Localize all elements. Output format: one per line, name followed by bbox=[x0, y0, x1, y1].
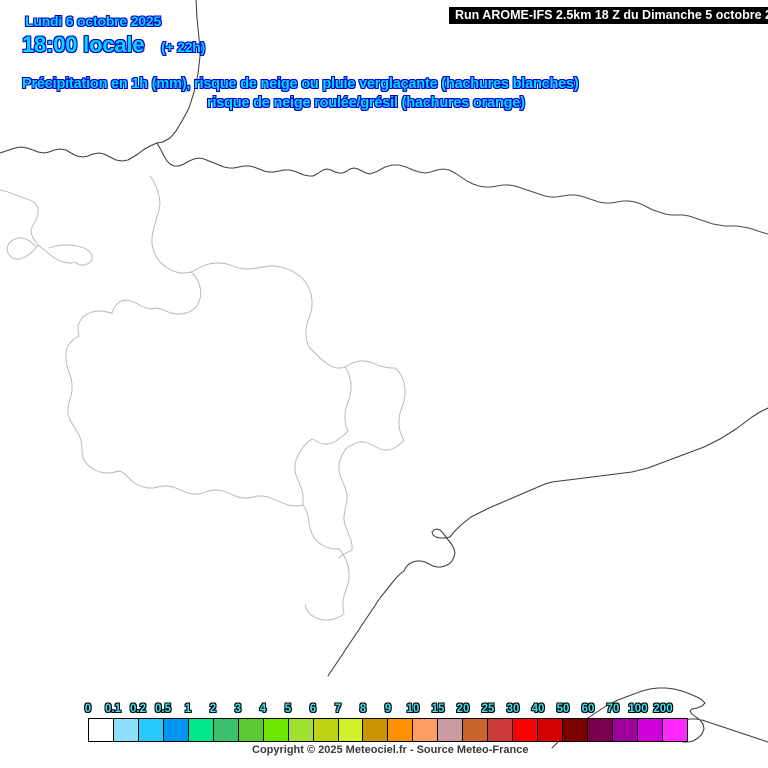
colorbar-swatches[interactable] bbox=[88, 718, 688, 742]
parameter-description-line-2: risque de neige roulée/grésil (hachures … bbox=[207, 95, 526, 112]
colorbar-swatch[interactable] bbox=[662, 719, 687, 741]
colorbar-swatch[interactable] bbox=[488, 719, 514, 741]
colorbar-tick-label: 5 bbox=[284, 703, 292, 715]
colorbar-tick-label: 0.2 bbox=[130, 703, 146, 715]
colorbar-swatch[interactable] bbox=[188, 719, 214, 741]
colorbar-tick-label: 8 bbox=[359, 703, 367, 715]
colorbar-tick-label: 15 bbox=[431, 703, 445, 715]
colorbar-tick-label: 1 bbox=[184, 703, 192, 715]
colorbar-swatch[interactable] bbox=[113, 719, 139, 741]
colorbar-swatch[interactable] bbox=[313, 719, 339, 741]
colorbar-tick-label: 25 bbox=[481, 703, 495, 715]
colorbar-tick-label: 9 bbox=[384, 703, 392, 715]
colorbar-tick-label: 10 bbox=[406, 703, 420, 715]
colorbar-swatch[interactable] bbox=[363, 719, 389, 741]
colorbar-swatch[interactable] bbox=[138, 719, 164, 741]
colorbar-tick-label: 7 bbox=[334, 703, 342, 715]
forecast-time-label: 18:00 locale bbox=[22, 32, 145, 58]
colorbar-tick-label: 40 bbox=[531, 703, 545, 715]
colorbar-tick-label: 0.1 bbox=[105, 703, 121, 715]
forecast-offset-label: (+ 22h) bbox=[161, 39, 206, 56]
model-run-label: Run AROME-IFS 2.5km 18 Z du Dimanche 5 o… bbox=[455, 8, 768, 22]
colorbar-swatch[interactable] bbox=[613, 719, 638, 741]
colorbar-swatch[interactable] bbox=[388, 719, 414, 741]
colorbar-swatch[interactable] bbox=[238, 719, 264, 741]
colorbar-tick-labels: 0 0.1 0.2 0.5 1 2 3 4 5 6 7 8 9 10 15 20 25 30 40 50 60 70 100… bbox=[84, 703, 688, 718]
colorbar-tick-label: 20 bbox=[456, 703, 470, 715]
province-boundaries bbox=[0, 175, 406, 621]
colorbar-swatch[interactable] bbox=[338, 719, 364, 741]
coastline-cantabrian bbox=[0, 0, 371, 177]
colorbar-swatch[interactable] bbox=[288, 719, 314, 741]
colorbar-swatch[interactable] bbox=[89, 719, 114, 741]
model-run-banner: Run AROME-IFS 2.5km 18 Z du Dimanche 5 o… bbox=[449, 7, 768, 24]
colorbar-tick-label: 60 bbox=[581, 703, 595, 715]
colorbar-swatch[interactable] bbox=[263, 719, 289, 741]
colorbar-swatch[interactable] bbox=[588, 719, 614, 741]
colorbar-swatch[interactable] bbox=[513, 719, 539, 741]
colorbar-tick-label: 0.5 bbox=[155, 703, 171, 715]
colorbar-swatch[interactable] bbox=[163, 719, 189, 741]
colorbar-swatch[interactable] bbox=[413, 719, 439, 741]
colorbar-tick-label: 2 bbox=[209, 703, 217, 715]
forecast-date-label: Lundi 6 octobre 2025 bbox=[25, 13, 162, 30]
precipitation-colorbar[interactable]: 0 0.1 0.2 0.5 1 2 3 4 5 6 7 8 9 10 15 20 25 30 40 50 60 70 100… bbox=[84, 703, 688, 742]
colorbar-tick-label: 70 bbox=[606, 703, 620, 715]
colorbar-tick-label: 30 bbox=[506, 703, 520, 715]
colorbar-tick-label: 200 bbox=[653, 703, 673, 715]
colorbar-swatch[interactable] bbox=[438, 719, 464, 741]
parameter-description-line-1: Précipitation en 1h (mm), risque de neig… bbox=[22, 76, 580, 93]
colorbar-tick-label: 6 bbox=[309, 703, 317, 715]
colorbar-tick-label: 100 bbox=[628, 703, 648, 715]
colorbar-swatch[interactable] bbox=[213, 719, 239, 741]
colorbar-swatch[interactable] bbox=[538, 719, 564, 741]
colorbar-swatch[interactable] bbox=[637, 719, 663, 741]
colorbar-tick-label: 0 bbox=[84, 703, 92, 715]
coastline-mediterranean bbox=[327, 407, 768, 677]
colorbar-tick-label: 4 bbox=[259, 703, 267, 715]
colorbar-tick-label: 3 bbox=[234, 703, 242, 715]
copyright-notice: Copyright © 2025 Meteociel.fr - Source M… bbox=[252, 744, 529, 756]
colorbar-swatch[interactable] bbox=[563, 719, 589, 741]
colorbar-swatch[interactable] bbox=[463, 719, 489, 741]
border-pyrenees bbox=[369, 164, 768, 235]
colorbar-tick-label: 50 bbox=[556, 703, 570, 715]
